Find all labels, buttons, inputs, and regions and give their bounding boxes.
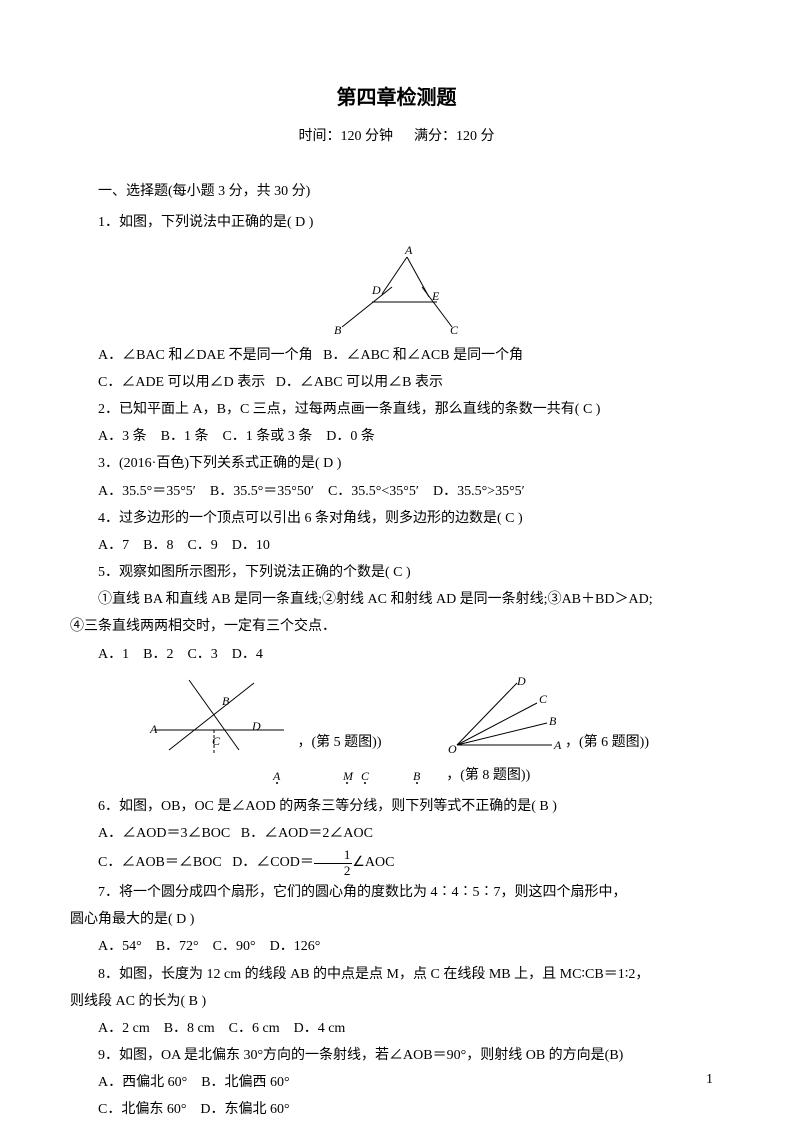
line-segment-icon: A M C B <box>263 765 443 787</box>
q6-caption: ，(第 6 题图)) <box>565 730 649 755</box>
time-info: 时间：120 分钟 <box>299 129 394 144</box>
q1-stem: 1．如图，下列说法中正确的是( D ) <box>70 210 723 235</box>
svg-text:A: A <box>553 738 562 752</box>
q1-figure: A D E B C <box>70 242 723 337</box>
q5-figure: A B C D ，(第 5 题图)) <box>144 675 382 755</box>
q4-stem: 4．过多边形的一个顶点可以引出 6 条对角线，则多边形的边数是( C ) <box>70 506 723 531</box>
q7-options: A．54° B．72° C．90° D．126° <box>70 934 723 959</box>
fraction-half: 12 <box>314 848 353 878</box>
q1-optA: A．∠BAC 和∠DAE 不是同一个角 <box>98 348 313 363</box>
svg-text:A: A <box>149 722 158 736</box>
angle-rays-icon: O A B C D <box>442 675 562 755</box>
triangle-icon: A D E B C <box>322 242 472 337</box>
q2-options: A．3 条 B．1 条 C．1 条或 3 条 D．0 条 <box>70 424 723 449</box>
q1-options-row1: A．∠BAC 和∠DAE 不是同一个角 B．∠ABC 和∠ACB 是同一个角 <box>70 343 723 368</box>
section-1-heading: 一、选择题(每小题 3 分，共 30 分) <box>70 179 723 204</box>
q6-optD-suffix: ∠AOC <box>352 855 394 870</box>
q1-optC: C．∠ADE 可以用∠D 表示 <box>98 375 265 390</box>
svg-text:A: A <box>404 243 413 257</box>
svg-text:C: C <box>539 692 548 706</box>
q1-options-row2: C．∠ADE 可以用∠D 表示 D．∠ABC 可以用∠B 表示 <box>70 370 723 395</box>
q6-stem: 6．如图，OB，OC 是∠AOD 的两条三等分线，则下列等式不正确的是( B ) <box>70 794 723 819</box>
q5-q6-figure-row: A B C D ，(第 5 题图)) O A B C D ，(第 6 题图)) <box>70 675 723 755</box>
svg-text:D: D <box>516 675 526 688</box>
q1-optB: B．∠ABC 和∠ACB 是同一个角 <box>323 348 523 363</box>
q2-stem: 2．已知平面上 A，B，C 三点，过每两点画一条直线，那么直线的条数一共有( C… <box>70 397 723 422</box>
svg-text:B: B <box>334 323 342 337</box>
q7-stem2: 圆心角最大的是( D ) <box>70 907 723 932</box>
q9-options-row2: C．北偏东 60° D．东偏北 60° <box>70 1097 723 1122</box>
q6-options-row2: C．∠AOB＝∠BOC D．∠COD＝12∠AOC <box>70 848 723 878</box>
q8-stem: 8．如图，长度为 12 cm 的线段 AB 的中点是点 M，点 C 在线段 MB… <box>70 962 723 987</box>
q3-stem: 3．(2016·百色)下列关系式正确的是( D ) <box>70 451 723 476</box>
q6-optB: B．∠AOD＝2∠AOC <box>241 826 373 841</box>
q5-line1: ①直线 BA 和直线 AB 是同一条直线;②射线 AC 和射线 AD 是同一条射… <box>70 587 723 612</box>
q8-caption: ，(第 8 题图)) <box>446 763 530 788</box>
q9-options-row1: A．西偏北 60° B．北偏西 60° <box>70 1070 723 1095</box>
intersecting-lines-icon: A B C D <box>144 675 294 755</box>
svg-text:C: C <box>450 323 459 337</box>
q4-options: A．7 B．8 C．9 D．10 <box>70 533 723 558</box>
score-info: 满分：120 分 <box>414 129 495 144</box>
subtitle: 时间：120 分钟 满分：120 分 <box>70 124 723 149</box>
q5-stem: 5．观察如图所示图形，下列说法正确的个数是( C ) <box>70 560 723 585</box>
q9-stem: 9．如图，OA 是北偏东 30°方向的一条射线，若∠AOB＝90°，则射线 OB… <box>70 1043 723 1068</box>
svg-text:A: A <box>272 769 281 783</box>
svg-text:C: C <box>361 769 370 783</box>
q3-options: A．35.5°＝35°5′ B．35.5°＝35°50′ C．35.5°<35°… <box>70 479 723 504</box>
q7-stem: 7．将一个圆分成四个扇形，它们的圆心角的度数比为 4∶4∶5∶7，则这四个扇形中… <box>70 880 723 905</box>
svg-text:M: M <box>342 769 354 783</box>
q8-stem2: 则线段 AC 的长为( B ) <box>70 989 723 1014</box>
q5-caption: ，(第 5 题图)) <box>298 730 382 755</box>
svg-text:B: B <box>222 694 230 708</box>
svg-text:C: C <box>212 734 221 748</box>
svg-text:D: D <box>251 719 261 733</box>
q5-line2: ④三条直线两两相交时，一定有三个交点． <box>70 614 723 639</box>
q8-options: A．2 cm B．8 cm C．6 cm D．4 cm <box>70 1016 723 1041</box>
q6-optC: C．∠AOB＝∠BOC <box>98 855 222 870</box>
q1-optD: D．∠ABC 可以用∠B 表示 <box>276 375 443 390</box>
page-number: 1 <box>706 1067 713 1092</box>
svg-text:B: B <box>413 769 421 783</box>
svg-text:E: E <box>431 289 440 303</box>
q6-optD-prefix: D．∠COD＝ <box>232 855 314 870</box>
svg-text:O: O <box>448 742 457 755</box>
q8-figure: A M C B ，(第 8 题图)) <box>70 763 723 788</box>
q6-optA: A．∠AOD＝3∠BOC <box>98 826 230 841</box>
svg-text:B: B <box>549 714 557 728</box>
page-title: 第四章检测题 <box>70 80 723 116</box>
q6-figure: O A B C D ，(第 6 题图)) <box>442 675 650 755</box>
q6-options-row1: A．∠AOD＝3∠BOC B．∠AOD＝2∠AOC <box>70 821 723 846</box>
svg-text:D: D <box>371 283 381 297</box>
q5-options: A．1 B．2 C．3 D．4 <box>70 642 723 667</box>
